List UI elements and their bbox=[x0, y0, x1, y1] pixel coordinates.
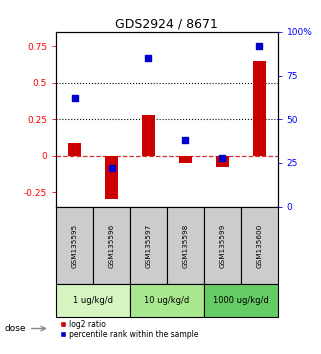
Bar bbox=[241, 207, 278, 284]
Bar bbox=[130, 284, 204, 318]
Text: 10 ug/kg/d: 10 ug/kg/d bbox=[144, 296, 189, 306]
Bar bbox=[204, 207, 241, 284]
Bar bbox=[68, 143, 81, 156]
Text: 1000 ug/kg/d: 1000 ug/kg/d bbox=[213, 296, 269, 306]
Bar bbox=[56, 207, 93, 284]
Bar bbox=[179, 156, 192, 163]
Bar bbox=[56, 284, 130, 318]
Text: GSM135600: GSM135600 bbox=[256, 223, 262, 268]
Text: GSM135599: GSM135599 bbox=[219, 223, 225, 268]
Bar bbox=[105, 156, 118, 199]
Legend: log2 ratio, percentile rank within the sample: log2 ratio, percentile rank within the s… bbox=[60, 320, 199, 339]
Point bbox=[220, 155, 225, 161]
Text: GSM135595: GSM135595 bbox=[72, 223, 78, 268]
Point bbox=[109, 165, 114, 171]
Text: dose: dose bbox=[5, 324, 26, 333]
Bar bbox=[216, 156, 229, 167]
Text: GSM135598: GSM135598 bbox=[182, 223, 188, 268]
Text: GSM135597: GSM135597 bbox=[145, 223, 152, 268]
Point bbox=[72, 96, 77, 101]
Bar bbox=[167, 207, 204, 284]
Bar bbox=[93, 207, 130, 284]
Point bbox=[183, 137, 188, 143]
Bar bbox=[204, 284, 278, 318]
Title: GDS2924 / 8671: GDS2924 / 8671 bbox=[116, 18, 218, 31]
Bar bbox=[142, 115, 155, 156]
Text: 1 ug/kg/d: 1 ug/kg/d bbox=[73, 296, 113, 306]
Point bbox=[146, 55, 151, 61]
Bar bbox=[253, 61, 266, 156]
Point bbox=[256, 43, 262, 49]
Bar bbox=[130, 207, 167, 284]
Text: GSM135596: GSM135596 bbox=[108, 223, 115, 268]
